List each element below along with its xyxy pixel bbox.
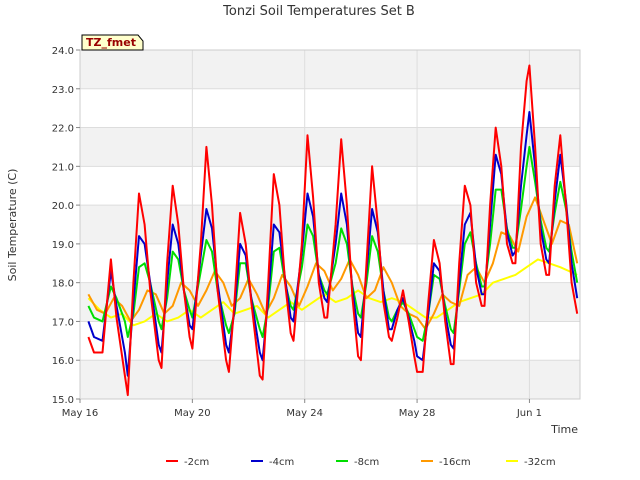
plot-frame [79,49,581,400]
x-axis-ticks: May 16 May 20 May 24 May 28 Jun 1 [62,399,542,419]
legend-label: -32cm [524,457,556,468]
plot-area [79,49,581,400]
legend-label: -16cm [439,457,471,468]
legend-label: -8cm [354,457,379,468]
y-tick-label: 16.0 [52,356,74,367]
legend-item: -4cm [251,457,294,468]
x-tick-label: May 16 [62,408,99,419]
series-lines [87,64,579,397]
y-tick-label: 15.0 [52,395,74,406]
legend-label: -2cm [184,457,209,468]
x-tick-label: May 20 [174,408,211,419]
plot-band [80,127,580,167]
y-tick-label: 20.0 [52,201,74,212]
series-line-16cmcm [87,196,579,331]
y-tick-label: 18.0 [52,279,74,290]
y-tick-label: 22.0 [52,124,74,135]
plot-bands [80,50,580,399]
chart-title: Tonzi Soil Temperatures Set B [222,4,415,19]
plot-band [80,50,580,89]
series-line-2cmcm [87,64,579,397]
legend-item: -2cm [166,457,209,468]
plot-band [80,205,580,244]
x-axis-label: Time [550,423,578,436]
y-tick-label: 21.0 [52,162,74,173]
y-axis-ticks: 15.0 16.0 17.0 18.0 19.0 20.0 21.0 22.0 23.0 24.0 [52,46,80,406]
annotation-text: TZ_fmet [86,36,136,49]
legend-item: -16cm [421,457,471,468]
series-line-32cmcm [87,258,578,327]
legend: -2cm -4cm -8cm -16cm -32cm [166,457,556,468]
series-line-8cmcm [87,145,579,342]
y-tick-label: 19.0 [52,240,74,251]
legend-label: -4cm [269,457,294,468]
y-tick-label: 24.0 [52,46,74,57]
legend-item: -8cm [336,457,379,468]
x-tick-label: Jun 1 [516,408,542,419]
x-tick-label: May 28 [399,408,436,419]
y-axis-label: Soil Temperature (C) [6,169,19,282]
annotation-badge: TZ_fmet [81,34,144,51]
y-tick-label: 17.0 [52,317,74,328]
legend-item: -32cm [506,457,556,468]
y-tick-label: 23.0 [52,85,74,96]
plot-band [80,360,580,399]
x-tick-label: May 24 [286,408,323,419]
